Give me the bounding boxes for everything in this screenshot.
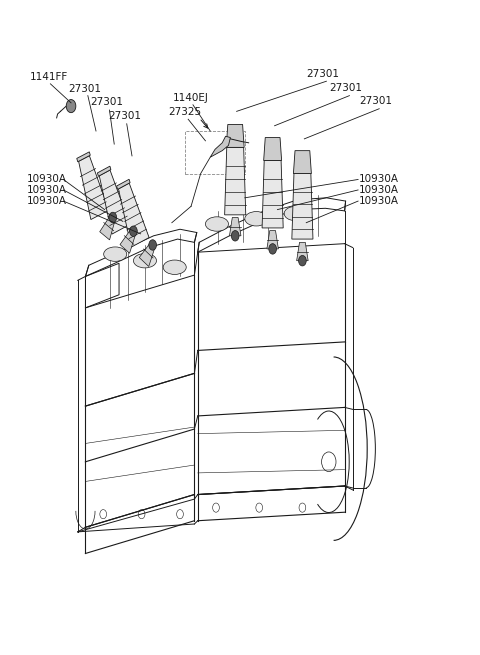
Text: 10930A: 10930A [26, 196, 66, 206]
Ellipse shape [284, 206, 307, 221]
Text: 27301: 27301 [90, 98, 123, 107]
Polygon shape [120, 229, 136, 253]
Text: 27301: 27301 [306, 69, 339, 79]
Polygon shape [292, 174, 313, 239]
Polygon shape [99, 170, 130, 234]
Text: 10930A: 10930A [359, 174, 399, 185]
Polygon shape [226, 124, 244, 147]
Polygon shape [97, 166, 111, 176]
Circle shape [269, 244, 276, 254]
Text: 10930A: 10930A [26, 185, 66, 195]
Polygon shape [264, 138, 282, 160]
Text: 27301: 27301 [329, 83, 362, 93]
Circle shape [130, 226, 137, 236]
Polygon shape [297, 242, 308, 261]
Polygon shape [210, 136, 230, 157]
Text: 10930A: 10930A [359, 185, 399, 195]
Ellipse shape [163, 260, 186, 274]
Ellipse shape [104, 247, 127, 261]
Ellipse shape [205, 217, 228, 231]
Text: 27301: 27301 [108, 111, 141, 121]
Polygon shape [267, 231, 278, 249]
Text: 1140EJ: 1140EJ [173, 93, 209, 103]
Polygon shape [262, 160, 283, 228]
Polygon shape [229, 217, 241, 236]
Polygon shape [293, 151, 312, 174]
Polygon shape [117, 179, 130, 189]
Circle shape [109, 212, 117, 223]
Ellipse shape [245, 212, 268, 226]
Ellipse shape [133, 253, 156, 268]
Text: 10930A: 10930A [359, 196, 399, 206]
Circle shape [149, 240, 156, 250]
Polygon shape [225, 147, 246, 215]
Polygon shape [100, 215, 115, 240]
Polygon shape [77, 152, 90, 162]
Text: 27301: 27301 [68, 84, 101, 94]
Circle shape [299, 255, 306, 266]
Text: 27301: 27301 [359, 96, 392, 106]
Circle shape [66, 100, 76, 113]
Polygon shape [79, 156, 109, 219]
Text: 1141FF: 1141FF [30, 72, 68, 82]
Circle shape [231, 231, 239, 241]
Polygon shape [139, 243, 155, 267]
Text: 10930A: 10930A [26, 174, 66, 185]
Text: 27325: 27325 [168, 107, 201, 117]
Polygon shape [119, 183, 149, 247]
